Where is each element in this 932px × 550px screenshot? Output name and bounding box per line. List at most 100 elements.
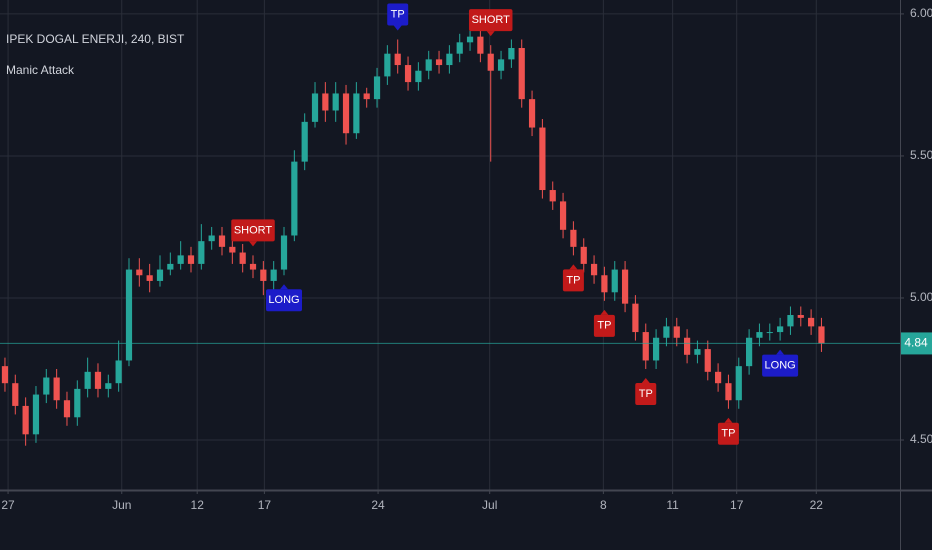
candle-body xyxy=(322,93,329,111)
signal-label: SHORT xyxy=(472,14,511,26)
candle-body xyxy=(311,93,319,122)
candle-body xyxy=(32,394,40,435)
candle-body xyxy=(43,377,50,395)
signal: TP xyxy=(387,3,409,31)
candle-body xyxy=(1,366,9,384)
x-tick-label: Jul xyxy=(482,498,497,512)
x-tick-label: 8 xyxy=(600,498,607,512)
candle-body xyxy=(528,99,536,128)
candle-body xyxy=(208,235,215,242)
candle-body xyxy=(446,53,453,66)
x-tick-label: 24 xyxy=(371,498,385,512)
candle-body xyxy=(746,337,753,367)
candle-body xyxy=(342,93,350,134)
candle-body xyxy=(280,235,288,270)
marks: SHORT LONG TP SHORT TP TP TP TP LONG xyxy=(0,3,900,446)
candle-body xyxy=(797,315,804,318)
signal-pointer xyxy=(486,31,495,37)
x-tick-label: 27 xyxy=(1,498,15,512)
signal-label: LONG xyxy=(268,294,299,306)
candle-body xyxy=(683,337,691,355)
candle-body xyxy=(570,229,577,247)
candle-body xyxy=(508,48,515,60)
x-tick-label: 12 xyxy=(191,498,205,512)
x-tick-label: Jun xyxy=(112,498,131,512)
candle-body xyxy=(53,377,60,401)
candle-body xyxy=(497,59,505,71)
candle-body xyxy=(198,241,205,264)
candle-body xyxy=(642,332,649,361)
x-tick-label: 17 xyxy=(730,498,744,512)
signal-box xyxy=(635,382,657,405)
x-tick-label: 17 xyxy=(258,498,272,512)
candle-body xyxy=(632,303,639,333)
candle-body xyxy=(156,269,164,281)
chart-title: IPEK DOGAL ENERJI, 240, BIST xyxy=(6,32,185,46)
candle-body xyxy=(808,317,815,327)
candle-body xyxy=(590,263,598,276)
candle-body xyxy=(456,42,463,54)
candle-body xyxy=(125,269,133,361)
candle-body xyxy=(146,275,153,281)
candle-body xyxy=(766,332,773,334)
candle-body xyxy=(777,326,784,333)
signal-pointer xyxy=(393,25,402,31)
candle-body xyxy=(301,121,308,162)
candle-body xyxy=(239,252,246,264)
candle-body xyxy=(384,53,391,77)
signal-label: TP xyxy=(391,8,405,20)
candle-body xyxy=(580,246,587,264)
signal: LONG xyxy=(762,349,799,377)
last-price-label: 4.84 xyxy=(904,336,928,350)
signal-box xyxy=(468,9,513,32)
candle-body xyxy=(353,93,360,134)
y-tick-label: 4.50 xyxy=(910,432,932,446)
signal: SHORT xyxy=(468,9,513,37)
signal-label: SHORT xyxy=(234,224,273,236)
signal: TP xyxy=(562,264,584,292)
candle-body xyxy=(229,246,236,253)
candle-body xyxy=(74,388,81,418)
y-tick-label: 6.00 xyxy=(910,6,932,20)
candle-body xyxy=(22,405,29,435)
candle-body xyxy=(115,360,122,384)
signal-box xyxy=(266,289,303,312)
last-price-box xyxy=(901,332,932,355)
candle-body xyxy=(621,269,629,304)
candle-body xyxy=(63,400,71,418)
candle-body xyxy=(714,371,722,384)
candle-body xyxy=(12,383,19,406)
candle-body xyxy=(177,255,184,264)
candle-body xyxy=(787,315,794,327)
signal-label: TP xyxy=(639,388,653,400)
signal-box xyxy=(231,219,275,242)
candle-body xyxy=(249,263,257,270)
candle-body xyxy=(332,93,339,111)
candle-body xyxy=(363,93,370,100)
signal: TP xyxy=(635,377,657,405)
candle-body xyxy=(518,48,525,100)
candle-body xyxy=(818,326,825,344)
candle-body xyxy=(704,349,711,372)
y-tick-label: 5.00 xyxy=(910,290,932,304)
signal: TP xyxy=(717,417,739,445)
signal-pointer xyxy=(641,377,650,383)
candle-body xyxy=(167,263,174,270)
candle-body xyxy=(652,337,660,361)
signal-label: TP xyxy=(566,274,580,286)
candle-body xyxy=(291,161,298,236)
x-tick-label: 11 xyxy=(666,498,679,512)
candle-body xyxy=(84,371,91,389)
signal-box xyxy=(717,422,739,445)
indicator-name: Manic Attack xyxy=(6,63,75,77)
candle-body xyxy=(260,269,267,281)
signal: SHORT xyxy=(231,219,275,247)
signal-box xyxy=(562,269,584,292)
signal: TP xyxy=(593,309,615,337)
candle-body xyxy=(725,383,732,401)
candle-body xyxy=(105,383,112,389)
signal-label: TP xyxy=(597,320,611,332)
candle-body xyxy=(559,201,567,230)
